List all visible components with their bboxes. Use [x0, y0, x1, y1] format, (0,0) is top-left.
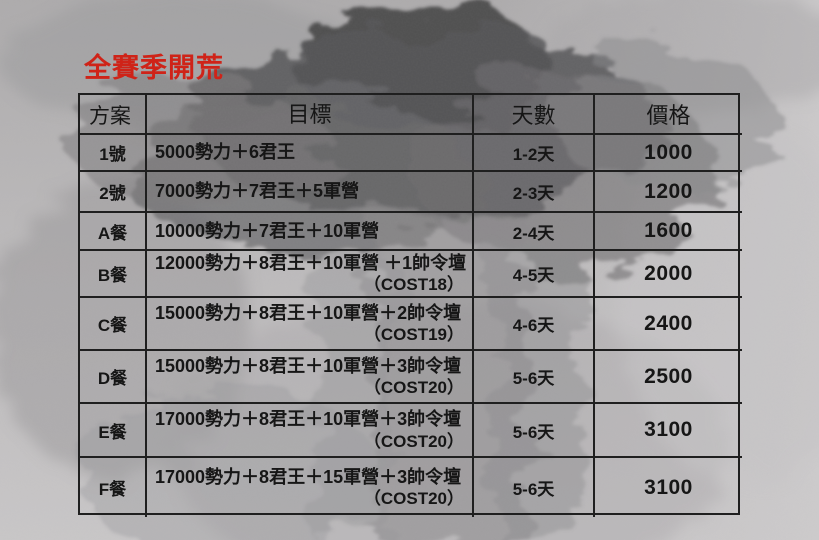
target-text: 15000勢力＋8君王＋10軍營＋2帥令壇	[155, 302, 462, 323]
header-days: 天數	[474, 95, 595, 135]
target-cost-note: （COST19）	[363, 325, 464, 345]
row5-days: 4-6天	[474, 298, 595, 351]
row6-days: 5-6天	[474, 351, 595, 404]
header-target: 目標	[147, 95, 474, 135]
row3-price: 1600	[595, 213, 742, 251]
row7-target: 17000勢力＋8君王＋10軍營＋3帥令壇 （COST20）	[147, 404, 474, 458]
row2-price: 1200	[595, 172, 742, 213]
row8-plan: F餐	[80, 458, 147, 517]
target-cost-note: （COST18）	[363, 275, 464, 295]
row7-price: 3100	[595, 404, 742, 458]
target-cost-note: （COST20）	[363, 489, 464, 509]
target-text: 12000勢力＋8君王＋10軍營 ＋1帥令壇	[155, 252, 467, 273]
row2-days: 2-3天	[474, 172, 595, 213]
row2-plan: 2號	[80, 172, 147, 213]
target-cost-note: （COST20）	[363, 378, 464, 398]
row4-price: 2000	[595, 251, 742, 298]
row7-days: 5-6天	[474, 404, 595, 458]
row6-price: 2500	[595, 351, 742, 404]
row1-price: 1000	[595, 135, 742, 172]
row6-target: 15000勢力＋8君王＋10軍營＋3帥令壇 （COST20）	[147, 351, 474, 404]
row5-plan: C餐	[80, 298, 147, 351]
header-price-label: 價格	[646, 103, 691, 128]
row6-plan: D餐	[80, 351, 147, 404]
target-cost-note: （COST20）	[363, 431, 464, 451]
target-text: 10000勢力＋7君王＋10軍營	[155, 220, 380, 241]
header-plan-label: 方案	[89, 104, 131, 128]
row4-days: 4-5天	[474, 251, 595, 298]
target-text: 17000勢力＋8君王＋10軍營＋3帥令壇	[155, 409, 462, 430]
row4-target: 12000勢力＋8君王＋10軍營 ＋1帥令壇 （COST18）	[147, 251, 474, 298]
target-text: 17000勢力＋8君王＋15軍營＋3帥令壇	[155, 466, 462, 487]
header-plan: 方案	[80, 95, 147, 135]
row5-target: 15000勢力＋8君王＋10軍營＋2帥令壇 （COST19）	[147, 298, 474, 351]
header-days-label: 天數	[511, 103, 556, 128]
row8-target: 17000勢力＋8君王＋15軍營＋3帥令壇 （COST20）	[147, 458, 474, 517]
row1-target: 5000勢力＋6君王	[147, 135, 474, 172]
row2-target: 7000勢力＋7君王＋5軍營	[147, 172, 474, 213]
target-text: 15000勢力＋8君王＋10軍營＋3帥令壇	[155, 355, 462, 376]
row8-days: 5-6天	[474, 458, 595, 517]
row3-target: 10000勢力＋7君王＋10軍營	[147, 213, 474, 251]
row7-plan: E餐	[80, 404, 147, 458]
target-text: 7000勢力＋7君王＋5軍營	[155, 181, 360, 202]
pricing-table: 方案 目標 天數 價格 1號 5000勢力＋6君王 1-2天 1000 2號 7…	[78, 93, 742, 517]
row1-days: 1-2天	[474, 135, 595, 172]
row1-plan: 1號	[80, 135, 147, 172]
target-text: 5000勢力＋6君王	[155, 142, 296, 163]
row8-price: 3100	[644, 475, 693, 499]
page-title: 全賽季開荒	[84, 53, 224, 83]
header-target-label: 目標	[287, 102, 332, 127]
row3-plan: A餐	[80, 213, 147, 251]
row4-plan: B餐	[80, 251, 147, 298]
row3-days: 2-4天	[474, 213, 595, 251]
header-price: 價格	[595, 95, 742, 135]
row5-price: 2400	[595, 298, 742, 351]
